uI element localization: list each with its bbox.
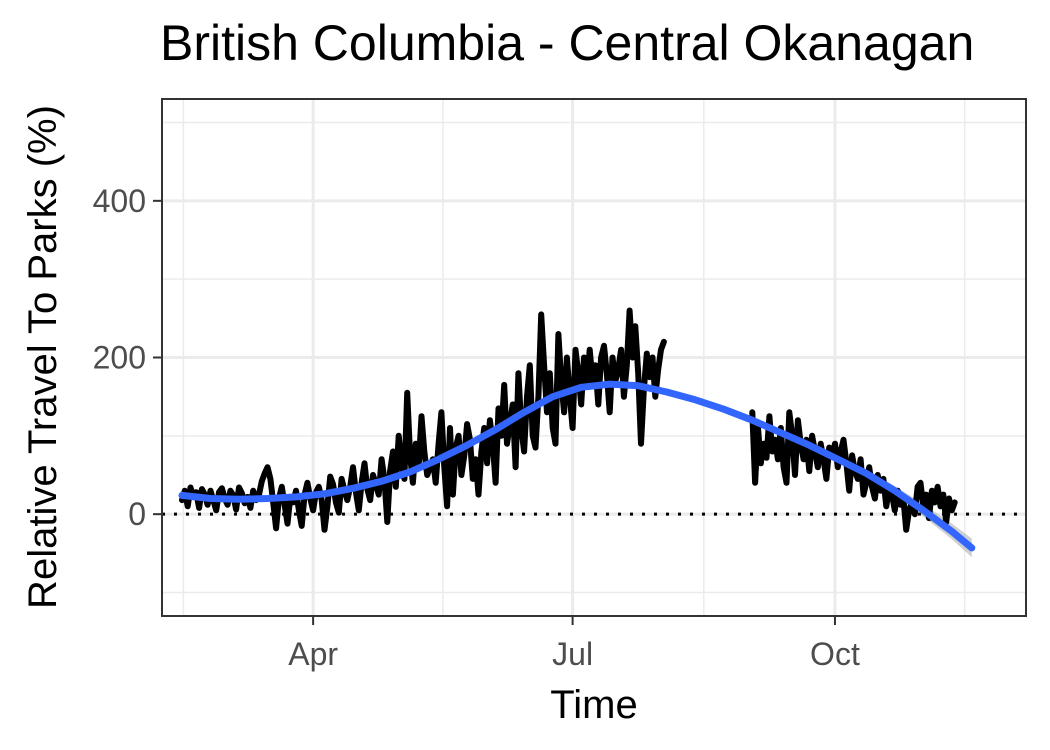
y-tick-label: 200 — [93, 340, 146, 376]
x-tick-label: Apr — [288, 636, 338, 672]
grid-lines — [162, 99, 1026, 616]
y-tick-label: 0 — [128, 496, 146, 532]
x-axis-title: Time — [550, 683, 637, 727]
chart-title: British Columbia - Central Okanagan — [160, 15, 975, 71]
smooth-trend-layer — [178, 380, 976, 552]
smooth-trend-line — [178, 380, 976, 552]
x-tick-label: Oct — [810, 636, 860, 672]
x-tick-label: Jul — [552, 636, 593, 672]
axes: 0 200 400 Apr Jul Oct — [93, 183, 860, 672]
data-line-1 — [179, 307, 667, 533]
y-axis-title: Relative Travel To Parks (%) — [21, 105, 65, 609]
y-tick-label: 400 — [93, 183, 146, 219]
